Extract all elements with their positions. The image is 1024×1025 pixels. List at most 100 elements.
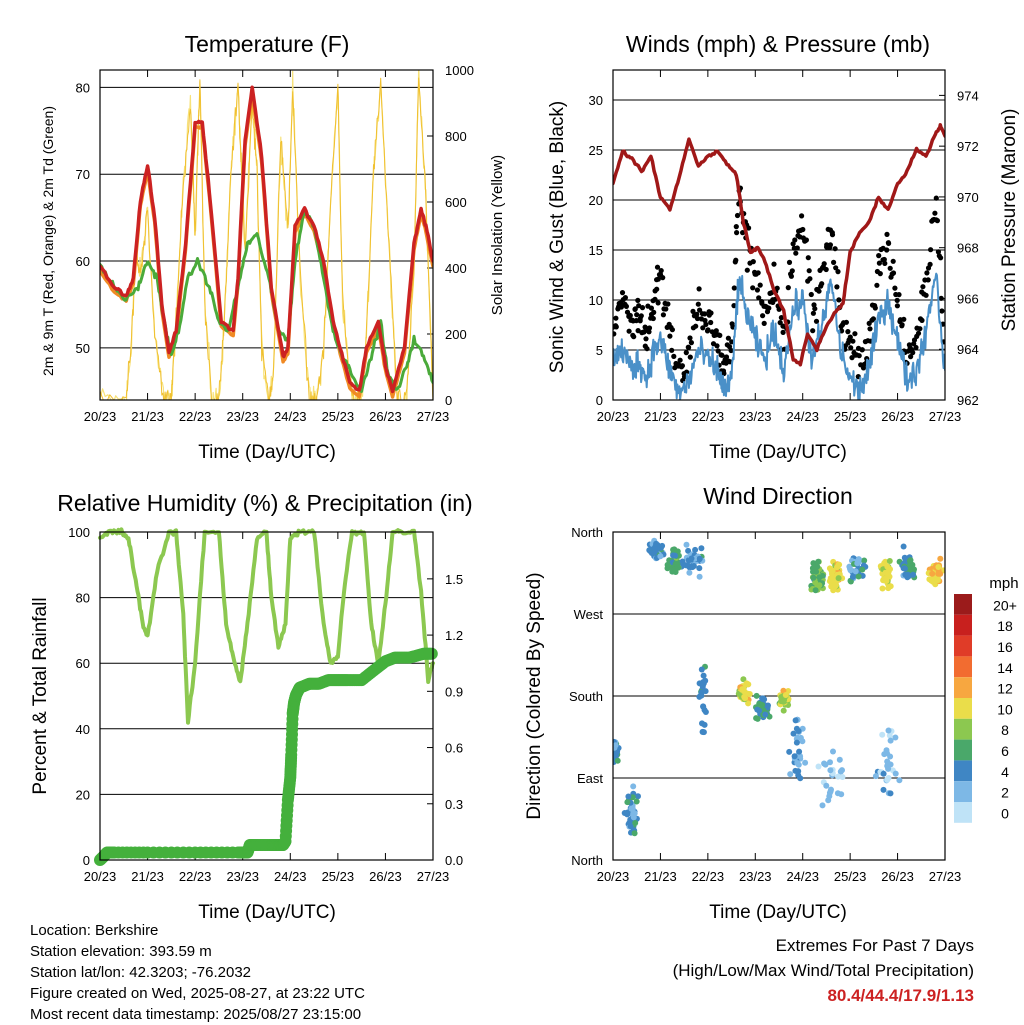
- winds-ytick-label: 30: [589, 93, 603, 108]
- wind-direction-ytick-label: East: [577, 771, 603, 786]
- wind-direction-point: [810, 574, 817, 581]
- speed-legend-swatch: [954, 635, 972, 657]
- rh-precip-xtick-label: 25/23: [322, 869, 355, 884]
- wind-direction-point: [816, 582, 823, 589]
- wind-direction-point: [830, 748, 836, 755]
- winds-xtick-label: 27/23: [929, 409, 962, 424]
- rh-precip-y2tick-label: 0.9: [445, 684, 463, 699]
- rh-precip-xtick-label: 23/23: [226, 869, 259, 884]
- wind-direction-point: [683, 541, 690, 548]
- wind-direction-point: [653, 540, 660, 547]
- gust-point: [850, 338, 856, 344]
- winds-ytick-label: 15: [589, 243, 603, 258]
- speed-legend-swatch: [954, 718, 972, 740]
- wind-direction-point: [892, 734, 899, 741]
- wind-direction-point: [787, 771, 794, 778]
- gust-point: [613, 324, 619, 330]
- winds-y2tick-label: 974: [957, 88, 979, 103]
- gust-point: [892, 285, 898, 291]
- gust-point: [859, 347, 865, 353]
- gust-point: [847, 334, 853, 340]
- winds-ytick-label: 10: [589, 293, 603, 308]
- rh-precip-xtick-label: 24/23: [274, 869, 307, 884]
- gust-point: [843, 319, 850, 325]
- wind-direction-point: [762, 711, 769, 718]
- gust-point: [665, 301, 671, 307]
- temperature-xlabel: Time (Day/UTC): [198, 442, 336, 463]
- sonic-wind-line: [613, 272, 945, 400]
- wind-direction-point: [910, 571, 917, 578]
- winds-y2tick-label: 970: [957, 190, 979, 205]
- wind-direction-point: [834, 564, 840, 571]
- gust-point: [928, 247, 934, 253]
- winds-xtick-label: 25/23: [834, 409, 867, 424]
- gust-point: [819, 281, 825, 287]
- gust-point: [901, 316, 907, 322]
- speed-legend-swatch: [954, 781, 972, 802]
- rh-precip-ytick-label: 40: [76, 722, 90, 737]
- gust-point: [836, 297, 842, 303]
- gust-point: [740, 230, 746, 236]
- wind-direction-point: [799, 738, 806, 745]
- wind-direction-point: [626, 819, 633, 826]
- gust-point: [731, 303, 737, 309]
- temperature-ytick-label: 80: [76, 80, 90, 95]
- wind-direction-point: [854, 560, 861, 567]
- gust-point: [626, 328, 632, 334]
- winds-xtick-label: 23/23: [739, 409, 772, 424]
- gust-point: [908, 354, 914, 360]
- wind-direction-point: [815, 763, 822, 770]
- wind-direction-point: [782, 692, 789, 698]
- wind-direction-point: [679, 558, 686, 565]
- wind-direction-point: [896, 777, 903, 784]
- gust-point: [899, 322, 905, 328]
- rh-precip-xtick-label: 22/23: [179, 869, 212, 884]
- gust-point: [810, 328, 816, 334]
- gust-point: [669, 347, 675, 353]
- winds-ytick-label: 5: [596, 343, 603, 358]
- gust-point: [634, 312, 640, 318]
- gust-point: [695, 301, 701, 307]
- wind-direction-points: [613, 537, 945, 837]
- speed-legend-unit: mph: [989, 575, 1018, 592]
- wind-direction-point: [613, 742, 619, 749]
- gust-point: [910, 350, 916, 356]
- rh-precip-xtick-label: 20/23: [84, 869, 117, 884]
- wind-direction-point: [885, 585, 892, 592]
- wind-direction-point: [886, 732, 893, 739]
- rh-precip-frame: [99, 531, 434, 861]
- gust-point: [652, 296, 658, 302]
- gust-point: [894, 297, 900, 303]
- gust-point: [733, 257, 739, 263]
- wind-direction-point: [810, 560, 817, 567]
- gust-point: [644, 346, 650, 352]
- wind-direction-point: [901, 554, 908, 561]
- gust-point: [641, 329, 647, 335]
- winds-y2tick-label: 968: [957, 241, 979, 256]
- gust-point: [885, 240, 892, 246]
- wind-direction-point: [884, 776, 891, 783]
- wind-direction-point: [880, 770, 887, 777]
- gust-point: [677, 357, 683, 363]
- rh-precip-ytick-label: 0: [83, 853, 90, 868]
- winds-y2tick-label: 966: [957, 291, 979, 306]
- gust-point: [924, 270, 930, 276]
- gust-point: [794, 245, 800, 251]
- wind-direction-point: [754, 715, 761, 722]
- wind-direction-xlabel: Time (Day/UTC): [709, 902, 847, 923]
- gust-point: [882, 260, 888, 266]
- gust-point: [800, 226, 806, 233]
- gust-point: [733, 224, 739, 230]
- gust-point: [823, 266, 829, 273]
- wind-direction-point: [613, 753, 617, 759]
- extremes-box: Extremes For Past 7 Days (High/Low/Max W…: [673, 933, 974, 1008]
- gust-point: [755, 270, 761, 276]
- station-info: Location: Berkshire Station elevation: 3…: [30, 920, 365, 1025]
- wind-direction-point: [934, 577, 941, 584]
- wind-direction-point: [761, 696, 768, 703]
- gust-point: [848, 345, 854, 351]
- wind-direction-point: [780, 707, 787, 714]
- speed-legend-swatch: [954, 677, 972, 698]
- gust-point: [939, 308, 945, 314]
